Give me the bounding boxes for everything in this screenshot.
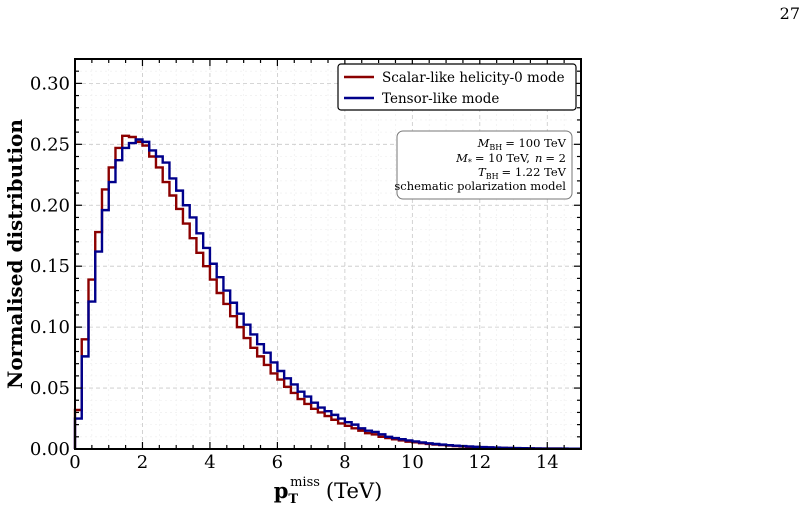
x-tick-label: 0 xyxy=(69,452,80,473)
x-tick-label: 6 xyxy=(272,452,283,473)
info-box-frame xyxy=(396,130,573,200)
x-tick-label: 4 xyxy=(204,452,215,473)
y-tick-label: 0.10 xyxy=(30,317,70,338)
info-line-model: schematic polarization model xyxy=(394,179,566,193)
x-tick-label: 8 xyxy=(339,452,350,473)
y-tick-label: 0.20 xyxy=(30,195,70,216)
y-tick-label: 0.05 xyxy=(30,378,70,399)
x-tick-label: 12 xyxy=(468,452,491,473)
y-axis-label: Normalised distribution xyxy=(3,119,27,389)
info-line-tbh: TBH = 1.22 TeV xyxy=(478,165,567,181)
x-axis-label-superscript: miss xyxy=(290,475,320,490)
tick-labels: 0 2 4 6 8 10 12 14 0.00 0.05 0.10 0.15 0.20 0.25 0.30 xyxy=(30,73,559,473)
grid xyxy=(74,58,582,450)
legend-label-scalar: Scalar-like helicity-0 mode xyxy=(382,70,565,86)
info-line-mstar: M* = 10 TeV, n = 2 xyxy=(455,151,566,167)
parameter-info-box: MBH = 100 TeV M* = 10 TeV, n = 2 TBH = 1.22 T… xyxy=(394,130,573,200)
series-line-tensor xyxy=(73,138,581,450)
x-axis-label-unit: (TeV) xyxy=(326,479,382,503)
legend: Scalar-like helicity-0 mode Tensor-like … xyxy=(337,63,577,111)
x-axis-label: pTmiss (TeV) xyxy=(274,475,383,506)
y-tick-label: 0.25 xyxy=(30,134,70,155)
legend-label-tensor: Tensor-like mode xyxy=(382,91,499,107)
y-tick-label: 0.30 xyxy=(30,73,70,94)
x-axis-label-subscript: T xyxy=(288,492,298,506)
y-tick-label: 0.15 xyxy=(30,256,70,277)
x-tick-label: 14 xyxy=(536,452,559,473)
series-layer xyxy=(73,134,581,450)
x-axis-label-symbol: p xyxy=(274,478,289,503)
y-tick-label: 0.00 xyxy=(30,439,70,460)
info-line-mbh: MBH = 100 TeV xyxy=(477,136,567,152)
x-tick-label: 10 xyxy=(401,452,424,473)
legend-box xyxy=(337,63,577,111)
x-tick-label: 2 xyxy=(137,452,148,473)
page-number: 27 xyxy=(779,4,800,23)
plot-frame xyxy=(74,58,582,450)
